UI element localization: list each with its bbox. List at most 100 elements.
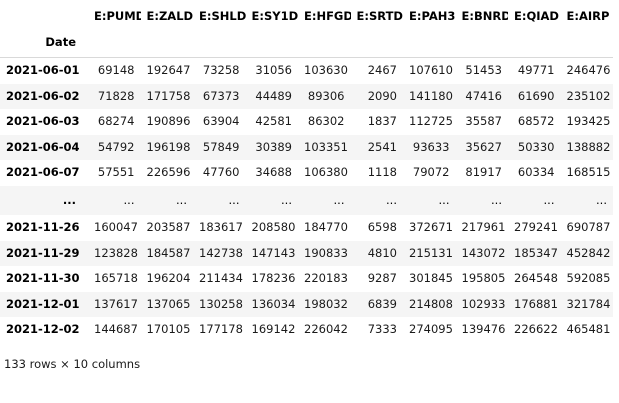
table-cell: 226622 xyxy=(514,322,558,336)
table-cell: 63904 xyxy=(202,114,240,128)
table-row: 2021-11-26 160047 203587 183617 208580 184770… xyxy=(0,215,613,241)
table-cell: 68274 xyxy=(97,114,135,128)
column-header-e-hfgd[interactable]: E:HFGD xyxy=(304,9,351,23)
table-cell: ... xyxy=(386,192,397,207)
table-cell: 452842 xyxy=(566,245,611,260)
table-cell: 79072 xyxy=(412,165,450,179)
table-cell: 93633 xyxy=(412,139,450,154)
table-cell: 165718 xyxy=(94,271,138,285)
index-row-spacer-7 xyxy=(403,33,456,58)
index-row-spacer-5 xyxy=(298,33,351,58)
table-cell: 7333 xyxy=(367,322,397,336)
row-index-cell: 2021-06-07 xyxy=(6,165,80,179)
table-cell: 69148 xyxy=(97,63,135,77)
column-header-e-shld[interactable]: E:SHLD xyxy=(199,9,246,23)
table-cell: 196204 xyxy=(146,271,191,285)
table-cell: 30389 xyxy=(255,139,292,154)
table-cell: ... xyxy=(438,192,450,207)
table-cell: 177178 xyxy=(199,322,243,336)
table-cell: 44489 xyxy=(255,88,292,103)
column-header-e-zald[interactable]: E:ZALD xyxy=(146,9,194,23)
table-cell: 103630 xyxy=(304,63,348,77)
table-cell: 193425 xyxy=(566,114,611,128)
table-cell: 57551 xyxy=(97,165,135,179)
table-cell: 264548 xyxy=(514,271,558,285)
table-cell: 60334 xyxy=(517,165,555,179)
column-header-e-pumd[interactable]: E:PUMD xyxy=(94,9,141,23)
row-index-cell: 2021-06-03 xyxy=(6,114,80,128)
table-cell: 192647 xyxy=(146,63,191,77)
table-cell: 246476 xyxy=(566,63,611,77)
table-cell: 170105 xyxy=(146,322,191,336)
index-row-spacer-2 xyxy=(141,33,194,58)
table-cell: 203587 xyxy=(146,220,191,234)
table-cell: 169142 xyxy=(251,322,296,336)
column-header-e-pah3d[interactable]: E:PAH3D xyxy=(409,9,456,23)
table-cell: ... xyxy=(543,192,555,207)
table-cell: 1837 xyxy=(367,114,397,128)
table-cell: 183617 xyxy=(199,220,243,234)
table-cell: 235102 xyxy=(566,88,611,103)
table-cell: 81917 xyxy=(465,165,502,179)
table-cell: ... xyxy=(123,192,135,207)
table-cell: 86302 xyxy=(307,114,345,128)
index-row-spacer-10 xyxy=(561,33,614,58)
table-cell: 68572 xyxy=(517,114,555,128)
dataframe-shape-caption: 133 rows × 10 columns xyxy=(4,356,141,371)
table-cell: 198032 xyxy=(304,296,348,311)
row-index-cell: 2021-06-02 xyxy=(6,88,80,103)
table-cell: 214808 xyxy=(409,296,453,311)
table-cell: 137617 xyxy=(94,296,138,311)
row-index-cell: 2021-06-04 xyxy=(6,139,80,154)
table-cell: ... xyxy=(491,192,502,207)
table-cell: 2090 xyxy=(367,88,397,103)
column-header-e-qiad[interactable]: E:QIAD xyxy=(514,9,559,23)
header-corner-blank xyxy=(0,0,88,33)
table-cell: 1118 xyxy=(367,165,397,179)
table-cell: 274095 xyxy=(409,322,453,336)
table-cell: 592085 xyxy=(566,271,611,285)
index-name-row: Date xyxy=(0,33,613,58)
column-header-e-srtd[interactable]: E:SRTD xyxy=(356,9,403,23)
table-cell: 54792 xyxy=(97,139,135,154)
table-row: 2021-06-03 68274 190896 63904 42581 86302 1837… xyxy=(0,109,613,135)
table-cell: 190896 xyxy=(146,114,191,128)
table-row: ................................. xyxy=(0,185,613,215)
row-index-cell: 2021-11-30 xyxy=(6,271,80,285)
table-cell: 217961 xyxy=(461,220,506,234)
column-header-e-sy1d[interactable]: E:SY1D xyxy=(251,9,299,23)
table-cell: 160047 xyxy=(94,220,138,234)
table-cell: 51453 xyxy=(465,63,502,77)
column-header-e-airp[interactable]: E:AIRP xyxy=(566,9,610,23)
dataframe-container: E:PUMD E:ZALD E:SHLD E:SY1D E:HFGD E:SRT… xyxy=(0,0,613,371)
table-cell: 31056 xyxy=(255,63,292,77)
table-header: E:PUMD E:ZALD E:SHLD E:SY1D E:HFGD E:SRT… xyxy=(0,0,613,58)
row-index-cell: 2021-12-01 xyxy=(6,296,80,311)
table-cell: 215131 xyxy=(409,245,453,260)
row-index-cell: 2021-12-02 xyxy=(6,322,80,336)
table-cell: 6839 xyxy=(367,296,397,311)
table-cell: 47416 xyxy=(465,88,502,103)
table-cell: 178236 xyxy=(251,271,296,285)
table-cell: 195805 xyxy=(461,271,506,285)
table-cell: 168515 xyxy=(566,165,611,179)
table-cell: 465481 xyxy=(566,322,611,336)
index-row-spacer-4 xyxy=(246,33,299,58)
table-cell: 2541 xyxy=(367,139,397,154)
table-cell: 690787 xyxy=(566,220,611,234)
column-header-e-bnrd[interactable]: E:BNRD xyxy=(461,9,509,23)
table-cell: 112725 xyxy=(409,114,453,128)
table-cell: 190833 xyxy=(304,245,348,260)
table-row: 2021-06-07 57551 226596 47760 34688 106380 111… xyxy=(0,160,613,186)
table-cell: 226596 xyxy=(146,165,191,179)
table-cell: 102933 xyxy=(461,296,506,311)
table-cell: 279241 xyxy=(514,220,558,234)
table-row: 2021-06-01 69148 192647 73258 31056 103630 246… xyxy=(0,57,613,84)
table-cell: ... xyxy=(176,192,187,207)
table-cell: 35587 xyxy=(465,114,502,128)
table-cell: 208580 xyxy=(251,220,296,234)
dataframe-table: E:PUMD E:ZALD E:SHLD E:SY1D E:HFGD E:SRT… xyxy=(0,0,613,336)
table-row: 2021-06-04 54792 196198 57849 30389 103351 254… xyxy=(0,134,613,160)
table-cell: 139476 xyxy=(461,322,506,336)
table-cell: 144687 xyxy=(94,322,138,336)
